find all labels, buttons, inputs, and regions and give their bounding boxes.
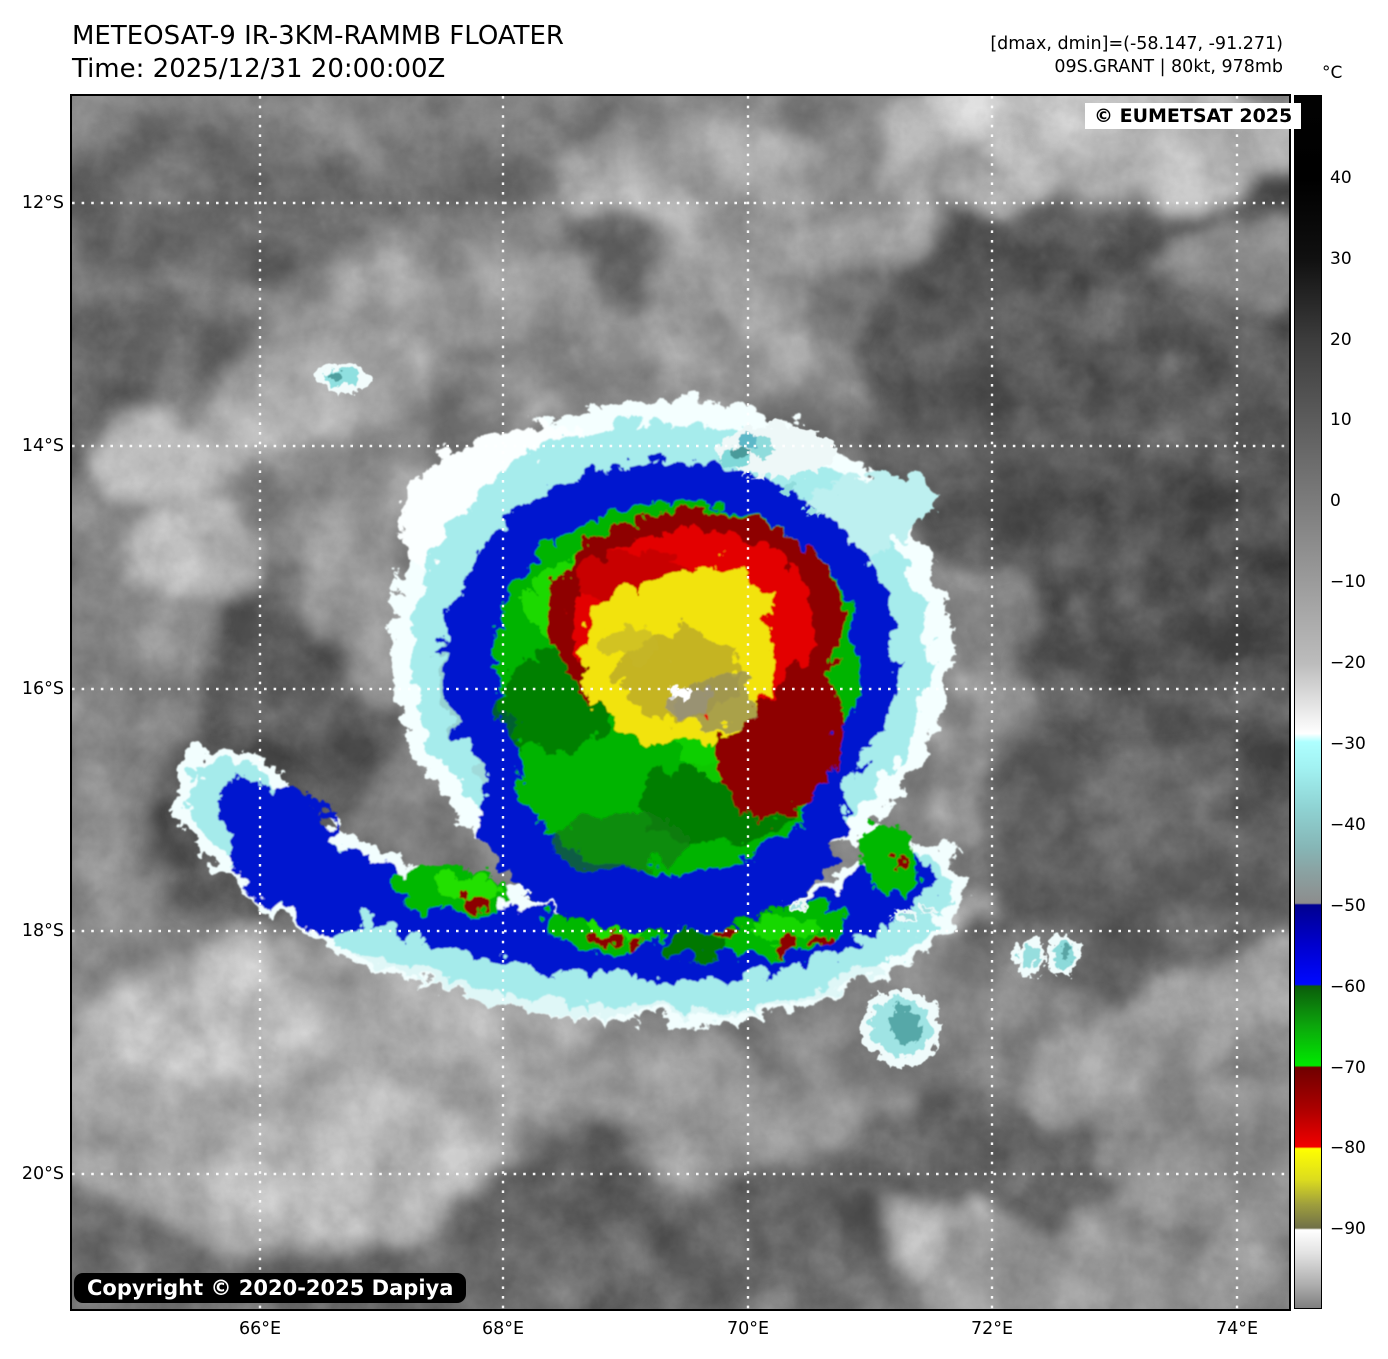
lon-label-68e: 68°E [481, 1319, 525, 1339]
colorbar-tick-m60: −60 [1330, 977, 1366, 997]
eumetsat-credit-badge: © EUMETSAT 2025 [1085, 103, 1302, 129]
colorbar-unit-label: °C [1322, 63, 1343, 83]
lat-label-14s: 14°S [21, 436, 64, 456]
colorbar-tick-40: 40 [1330, 168, 1352, 188]
colorbar-tick-30: 30 [1330, 249, 1352, 269]
page-title: METEOSAT-9 IR-3KM-RAMMB FLOATER [72, 21, 564, 51]
colorbar-tick-m10: −10 [1330, 572, 1366, 592]
lon-label-70e: 70°E [726, 1319, 770, 1339]
lat-label-16s: 16°S [21, 679, 64, 699]
storm-info-line: 09S.GRANT | 80kt, 978mb [1054, 57, 1283, 77]
colorbar-tick-m70: −70 [1330, 1058, 1366, 1078]
lat-lon-gridlines [72, 96, 1289, 1309]
cyclone-eye [663, 683, 687, 699]
dmax-dmin-readout: [dmax, dmin]=(-58.147, -91.271) [990, 34, 1283, 54]
lat-label-12s: 12°S [21, 193, 64, 213]
lat-label-20s: 20°S [21, 1164, 64, 1184]
temperature-colorbar [1294, 95, 1322, 1309]
colorbar-tick-m30: −30 [1330, 734, 1366, 754]
copyright-badge: Copyright © 2020-2025 Dapiya [74, 1273, 467, 1303]
lon-label-72e: 72°E [970, 1319, 1014, 1339]
isolated-cold-cells [312, 359, 1077, 1062]
cyclone-core [384, 392, 944, 926]
colorbar-tick-0: 0 [1330, 491, 1341, 511]
colorbar-tick-20: 20 [1330, 330, 1352, 350]
colorbar-tick-m80: −80 [1330, 1138, 1366, 1158]
lat-label-18s: 18°S [21, 921, 64, 941]
colorbar-tick-m40: −40 [1330, 815, 1366, 835]
colorbar-tick-m50: −50 [1330, 896, 1366, 916]
lon-label-66e: 66°E [238, 1319, 282, 1339]
timestamp-line: Time: 2025/12/31 20:00:00Z [72, 54, 446, 84]
satellite-image [72, 96, 1289, 1309]
satellite-map [70, 94, 1291, 1311]
colorbar-tick-m90: −90 [1330, 1219, 1366, 1239]
colorbar-tick-m20: −20 [1330, 653, 1366, 673]
colorbar-tick-10: 10 [1330, 410, 1352, 430]
lon-label-74e: 74°E [1215, 1319, 1259, 1339]
